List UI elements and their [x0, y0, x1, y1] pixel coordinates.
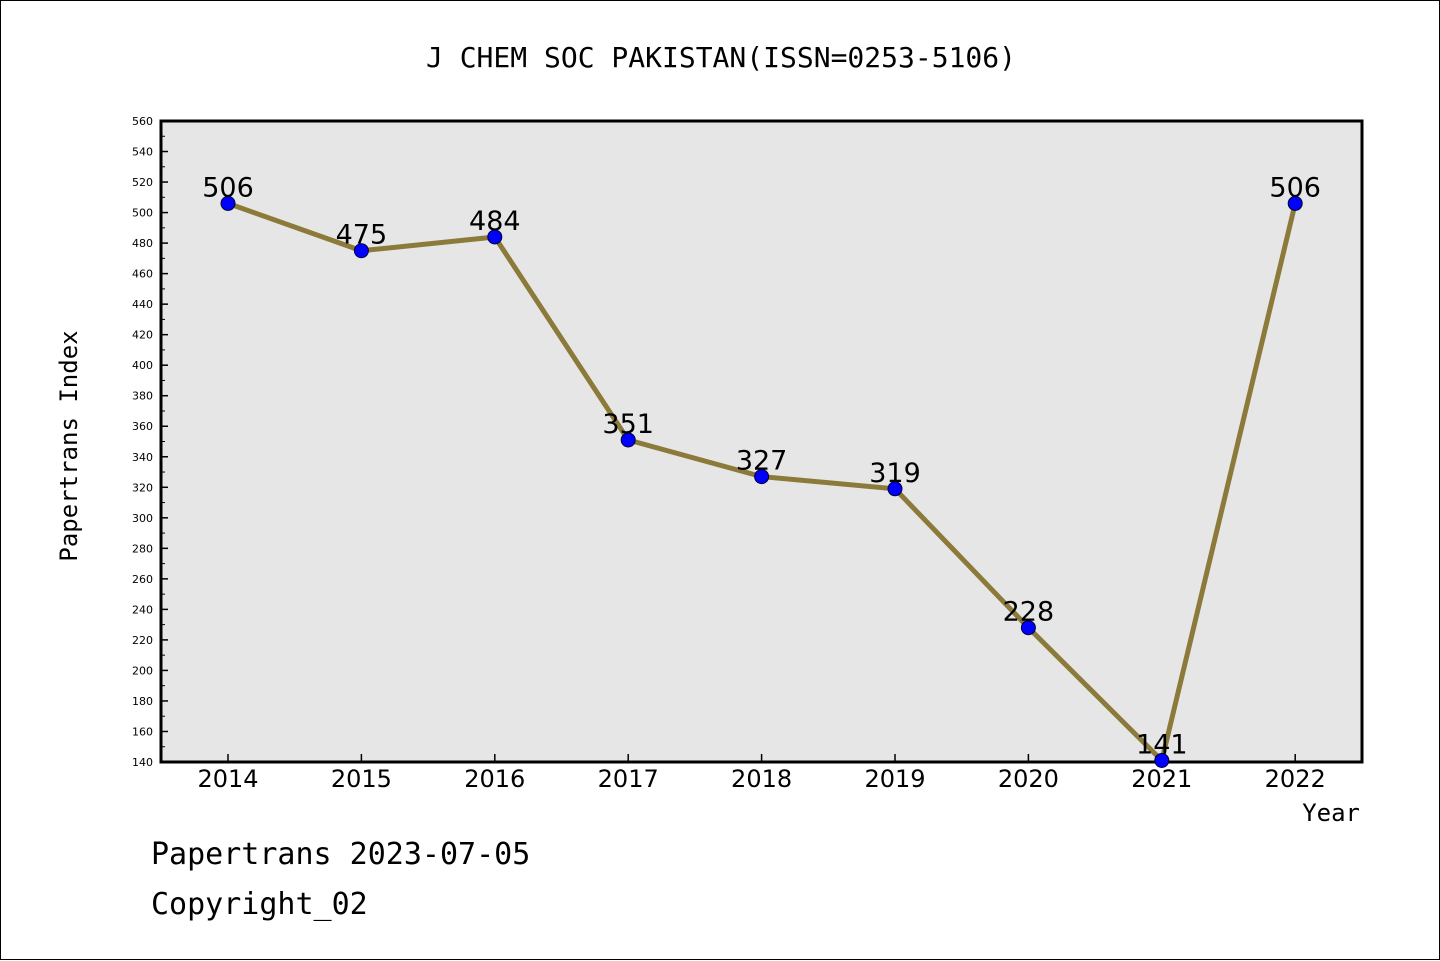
- data-point: [353, 243, 369, 259]
- data-point: [1020, 620, 1036, 636]
- data-label: 319: [869, 458, 921, 489]
- data-point: [1287, 195, 1303, 211]
- footer-date: Papertrans 2023-07-05: [151, 837, 530, 872]
- data-markers: [220, 195, 1303, 768]
- data-point: [620, 432, 636, 448]
- x-tick-label: 2018: [731, 765, 792, 793]
- x-tick-label: 2021: [1131, 765, 1192, 793]
- y-axis-label: Papertrans Index: [55, 330, 83, 561]
- x-tick-label: 2015: [331, 765, 392, 793]
- data-label: 506: [202, 172, 254, 203]
- y-tick-label: 280: [132, 542, 153, 555]
- data-point: [1154, 752, 1170, 768]
- data-label: 228: [1003, 597, 1055, 628]
- y-tick-label: 220: [132, 634, 153, 647]
- y-tick-label: 460: [132, 268, 153, 281]
- data-label: 506: [1269, 172, 1321, 203]
- data-point: [220, 195, 236, 211]
- y-tick-label: 440: [132, 298, 153, 311]
- data-label: 327: [736, 446, 788, 477]
- y-tick-label: 500: [132, 207, 153, 220]
- y-tick-label: 520: [132, 176, 153, 189]
- x-tick-label: 2017: [598, 765, 659, 793]
- data-point: [487, 229, 503, 245]
- data-label: 475: [336, 220, 388, 251]
- y-tick-label: 160: [132, 725, 153, 738]
- y-tick-label: 300: [132, 512, 153, 525]
- data-point: [887, 481, 903, 497]
- x-axis-ticks: 2014 2015 2016 2017 2018 2019 2020 2021 2022: [197, 754, 1326, 793]
- y-tick-label: 180: [132, 695, 153, 708]
- chart-title: J CHEM SOC PAKISTAN(ISSN=0253-5106): [426, 41, 1016, 74]
- plot-area: [159, 119, 1364, 764]
- data-labels: 506 475 484 351 327 319 228 141 506: [202, 172, 1321, 760]
- y-tick-label: 560: [132, 115, 153, 128]
- data-label: 351: [602, 409, 654, 440]
- y-tick-label: 420: [132, 329, 153, 342]
- x-tick-label: 2020: [998, 765, 1059, 793]
- y-tick-label: 360: [132, 420, 153, 433]
- y-tick-label: 380: [132, 390, 153, 403]
- y-tick-label: 400: [132, 359, 153, 372]
- x-tick-label: 2022: [1265, 765, 1326, 793]
- x-axis-label: Year: [1302, 799, 1360, 827]
- y-tick-label: 260: [132, 573, 153, 586]
- x-tick-label: 2019: [864, 765, 925, 793]
- footer-copyright: Copyright_02: [151, 887, 368, 922]
- y-tick-label: 340: [132, 451, 153, 464]
- data-label: 141: [1136, 729, 1188, 760]
- y-tick-label: 200: [132, 664, 153, 677]
- data-label: 484: [469, 206, 521, 237]
- y-axis-ticks: 140 160 180 200 220 240 260 280 300 320 340 360 380 4…: [132, 115, 168, 769]
- y-tick-label: 140: [132, 756, 153, 769]
- y-tick-label: 480: [132, 237, 153, 250]
- data-point: [754, 469, 770, 485]
- y-tick-label: 540: [132, 146, 153, 159]
- x-tick-label: 2016: [464, 765, 525, 793]
- y-tick-label: 240: [132, 603, 153, 616]
- y-tick-label: 320: [132, 481, 153, 494]
- x-tick-label: 2014: [197, 765, 258, 793]
